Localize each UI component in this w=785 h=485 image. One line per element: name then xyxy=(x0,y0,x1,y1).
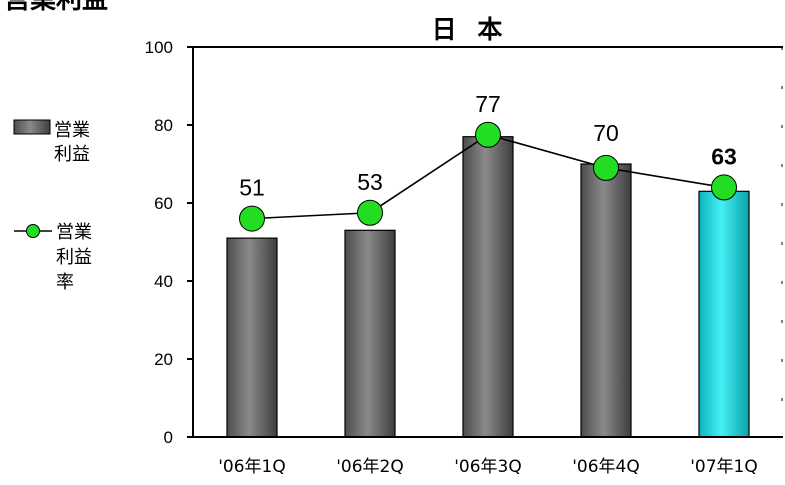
data-label-1: 51 xyxy=(239,175,265,201)
y-tick-label: 60 xyxy=(154,194,173,213)
line-marker-2 xyxy=(357,199,383,226)
chart-title: 日 本 xyxy=(432,15,509,44)
x-category-label: '06年1Q xyxy=(218,457,286,477)
bar-5 xyxy=(698,190,750,438)
y-tick-label: 80 xyxy=(154,116,173,135)
data-label-4: 70 xyxy=(593,120,619,146)
bar-2 xyxy=(344,229,396,438)
line-marker-5 xyxy=(711,174,737,201)
line-marker-3 xyxy=(475,121,501,148)
legend-line-label: 営業 xyxy=(56,222,92,243)
legend-bar-swatch xyxy=(13,119,51,135)
legend-bar-label: 利益 xyxy=(54,144,90,165)
x-category-label: '07年1Q xyxy=(690,457,758,477)
data-label-3: 77 xyxy=(475,91,501,117)
x-category-label: '06年4Q xyxy=(572,457,640,477)
plot-area: 0 20 40 60 80 100 '06年1Q '06年2Q '06年3Q '06年4Q '07年… xyxy=(145,38,783,477)
page-heading: 営業利益 xyxy=(4,0,108,15)
line-marker-1 xyxy=(239,205,265,232)
y-tick-label: 40 xyxy=(154,272,173,291)
bar-3 xyxy=(462,136,514,438)
line-marker-4 xyxy=(593,154,619,181)
y-tick-label: 20 xyxy=(154,350,173,369)
y-tick-label: 100 xyxy=(145,38,173,57)
y-tick-label: 0 xyxy=(164,428,173,447)
x-category-label: '06年3Q xyxy=(454,457,522,477)
legend-line-label: 率 xyxy=(56,272,74,293)
bar-1 xyxy=(226,237,278,438)
bar-4 xyxy=(580,163,632,438)
legend-line-marker xyxy=(26,224,40,238)
legend-bar-label: 営業 xyxy=(54,120,90,141)
x-category-label: '06年2Q xyxy=(336,457,404,477)
legend-line-label: 利益 xyxy=(56,247,92,268)
data-label-2: 53 xyxy=(357,169,383,195)
data-label-5: 63 xyxy=(711,143,737,169)
